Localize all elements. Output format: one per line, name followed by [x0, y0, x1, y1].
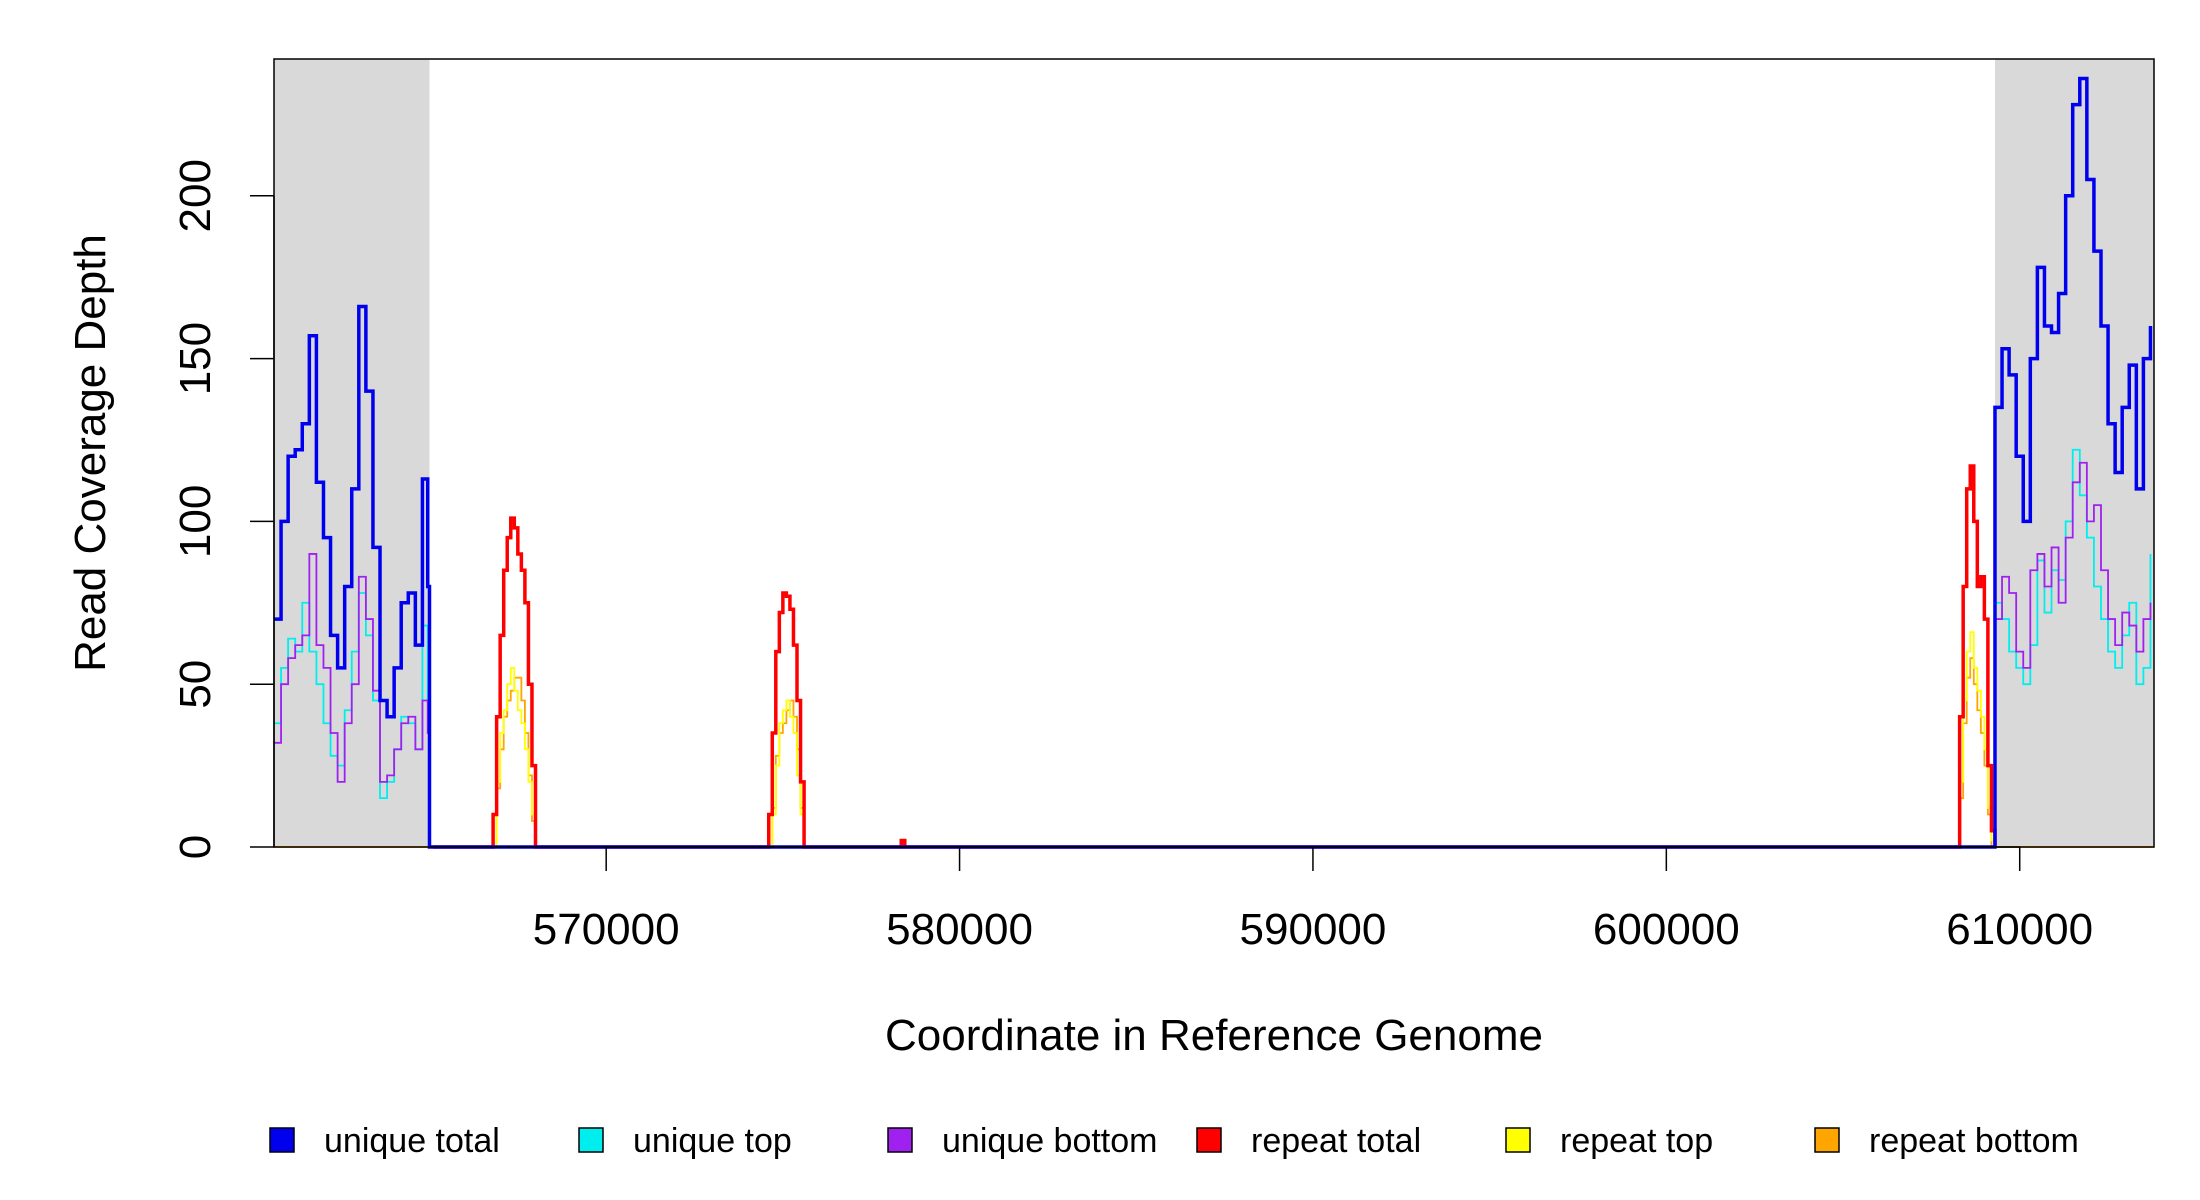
- legend-label-unique-top: unique top: [633, 1122, 792, 1160]
- y-tick-label-3: 150: [171, 322, 220, 395]
- series-line-unique-bottom: [274, 461, 2152, 848]
- legend-label-repeat-total: repeat total: [1251, 1122, 1421, 1160]
- legend-label-repeat-bottom: repeat bottom: [1869, 1122, 2079, 1160]
- legend-swatch-unique-top: [578, 1127, 604, 1153]
- x-tick-label-0: 570000: [533, 905, 680, 954]
- series-line-unique-top: [274, 448, 2152, 848]
- shaded-region-0: [274, 59, 430, 847]
- x-axis-title: Coordinate in Reference Genome: [885, 1011, 1543, 1060]
- x-axis: 570000 580000 590000 600000 610000: [533, 846, 2093, 954]
- y-tick-label-1: 50: [171, 660, 220, 709]
- plot-frame: [273, 58, 2155, 848]
- legend-swatch-unique-bottom: [887, 1127, 913, 1153]
- series-line-repeat-bottom: [274, 657, 2154, 848]
- legend-swatch-repeat-total: [1196, 1127, 1222, 1153]
- series-line-repeat-top: [433, 631, 1996, 848]
- shaded-region-1: [1994, 59, 2154, 847]
- series-line-repeat-total: [433, 464, 1997, 849]
- y-tick-label-2: 100: [171, 485, 220, 558]
- series-line-unique-total: [274, 76, 2153, 849]
- x-tick-label-1: 580000: [886, 905, 1033, 954]
- x-tick-label-4: 610000: [1946, 905, 2093, 954]
- y-tick-label-0: 0: [171, 835, 220, 859]
- y-axis-title: Read Coverage Depth: [66, 234, 115, 672]
- legend: unique total unique top unique bottom repea…: [269, 1122, 2079, 1160]
- legend-swatch-unique-total: [269, 1127, 295, 1153]
- legend-label-unique-bottom: unique bottom: [942, 1122, 1158, 1160]
- y-tick-label-4: 200: [171, 159, 220, 232]
- series-lines: [274, 76, 2154, 849]
- legend-label-unique-total: unique total: [324, 1122, 500, 1160]
- legend-swatch-repeat-top: [1505, 1127, 1531, 1153]
- legend-swatch-repeat-bottom: [1814, 1127, 1840, 1153]
- x-tick-label-2: 590000: [1240, 905, 1387, 954]
- y-axis: 0 50 100 150 200: [171, 159, 275, 859]
- shaded-regions: [274, 59, 2154, 847]
- legend-label-repeat-top: repeat top: [1560, 1122, 1713, 1160]
- x-tick-label-3: 600000: [1593, 905, 1740, 954]
